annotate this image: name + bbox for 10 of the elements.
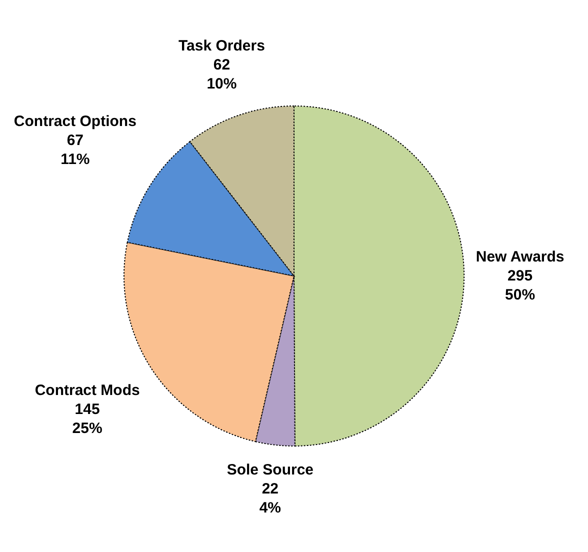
slice-label: Contract Mods bbox=[34, 382, 140, 399]
data-label: 67 11% bbox=[60, 132, 90, 168]
slice-label: New Awards bbox=[476, 248, 564, 266]
slice-label: Contract Options bbox=[14, 113, 136, 130]
data-label: 22 4% bbox=[259, 480, 282, 517]
data-label: 145 25% bbox=[72, 400, 102, 437]
data-label: 62 10% bbox=[206, 56, 237, 93]
data-label: 295 50% bbox=[505, 267, 536, 304]
slice-label: Task Orders bbox=[178, 38, 265, 55]
slice-label: Sole Source bbox=[226, 462, 314, 479]
